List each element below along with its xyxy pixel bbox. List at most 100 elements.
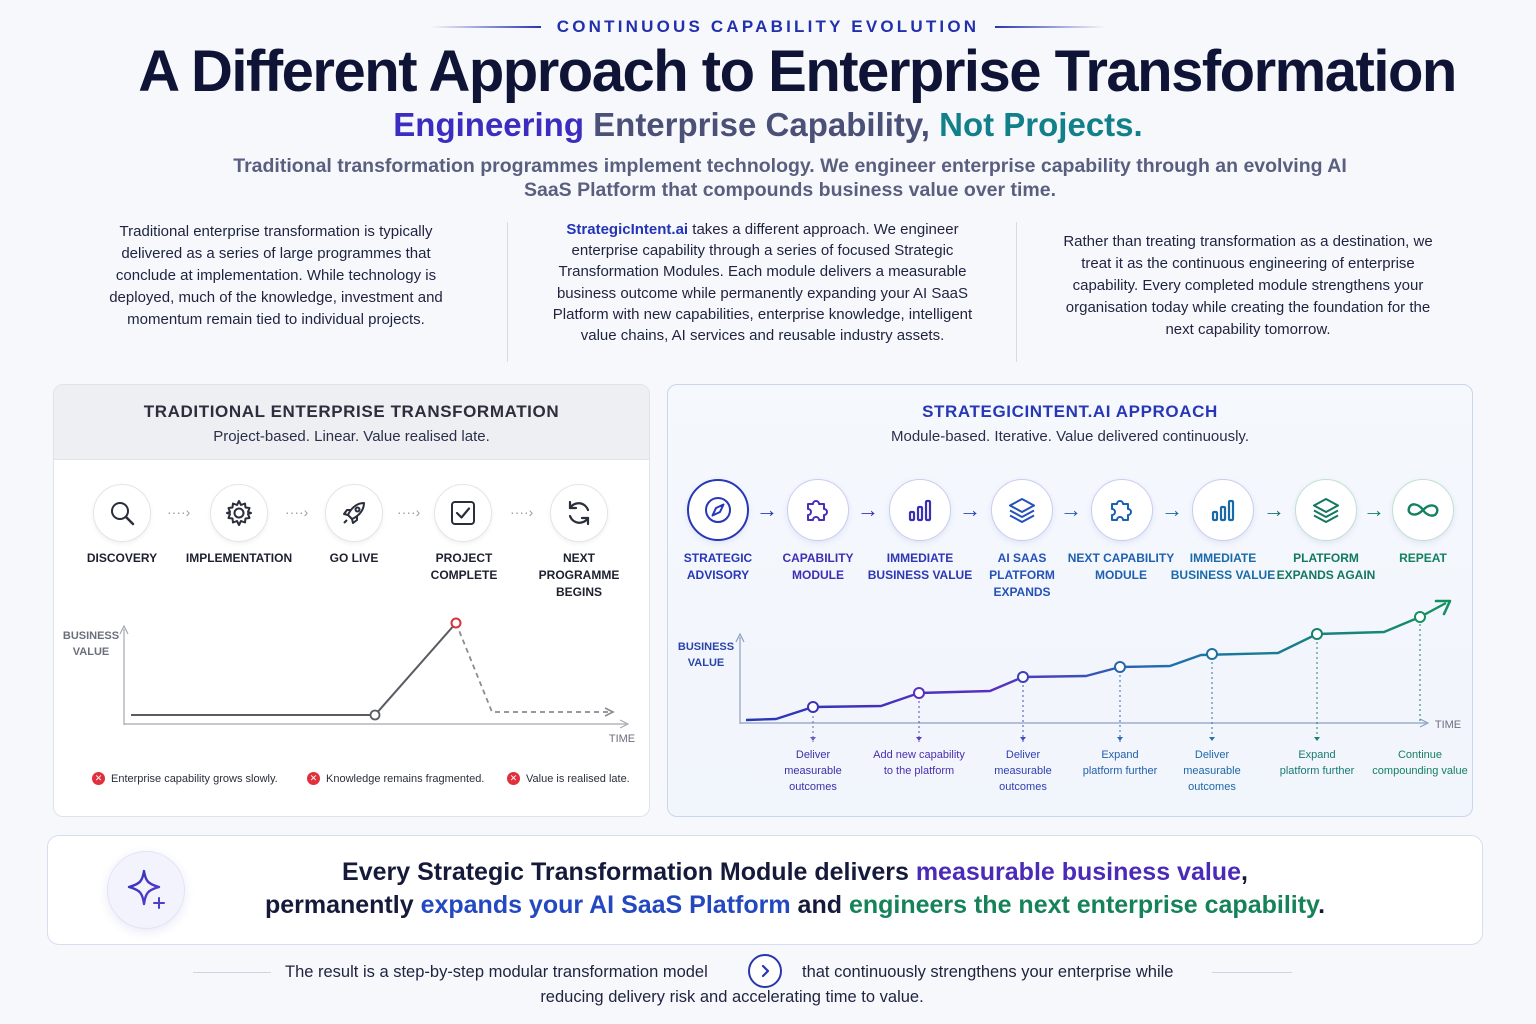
traditional-panel-title: TRADITIONAL ENTERPRISE TRANSFORMATION [143, 402, 560, 421]
step-platform-expands-again: PLATFORM EXPANDS AGAIN [1276, 551, 1376, 582]
intro-column-traditional: Traditional enterprise transformation is… [109, 223, 443, 328]
step-next-programme: NEXT PROGRAMME BEGINS [538, 551, 620, 599]
eyebrow-line-right [995, 26, 1106, 28]
milestone-point [1206, 648, 1218, 660]
drop-marker [1117, 737, 1123, 741]
layers-icon [991, 479, 1053, 541]
traditional-panel-subtitle: Project-based. Linear. Value realised la… [213, 428, 490, 445]
approach-panel-subtitle: Module-based. Iterative. Value delivered… [891, 428, 1249, 445]
subtitle-part-capability: Enterprise Capability, [583, 106, 940, 143]
milestone-point [1414, 611, 1426, 623]
page-title: A Different Approach to Enterprise Trans… [138, 39, 1457, 104]
compass-icon [687, 479, 749, 541]
footer-text-left: The result is a step-by-step modular tra… [285, 963, 708, 981]
issue-item: ✕ Knowledge remains fragmented. [307, 772, 484, 785]
milestone-point [1017, 671, 1029, 683]
column-divider [507, 222, 508, 362]
x-axis-arrow [619, 719, 630, 729]
lead-paragraph: Traditional transformation programmes im… [233, 155, 1347, 201]
arrow-right-icon: → [756, 497, 778, 522]
y-axis-arrow [735, 632, 745, 643]
drop-markers [810, 737, 1320, 741]
value-line [131, 622, 457, 716]
banner-text: . [1318, 891, 1326, 919]
infinity-icon [1392, 479, 1454, 541]
milestone-point [913, 687, 925, 699]
dotted-arrow-icon: ····› [285, 504, 309, 520]
issue-text: Knowledge remains fragmented. [326, 772, 485, 785]
subtitle-part-not-projects: Not Projects. [939, 106, 1143, 143]
approach-panel-title: STRATEGICINTENT.AI APPROACH [922, 402, 1218, 421]
step-next-capability-module: NEXT CAPABILITY MODULE [1067, 551, 1175, 582]
arrow-right-icon: → [1060, 497, 1082, 522]
approach-x-axis-label: TIME [1434, 719, 1462, 731]
step-immediate-business-value: IMMEDIATE BUSINESS VALUE [867, 551, 973, 582]
dotted-arrow-icon: ····› [510, 504, 534, 520]
arrow-right-icon: → [1161, 497, 1183, 522]
growth-line [745, 601, 1447, 722]
checkbox-icon [434, 484, 492, 542]
footer-text-line2: reducing delivery risk and accelerating … [540, 988, 924, 1006]
issue-item: ✕ Value is realised late. [507, 772, 630, 785]
milestone-point [1311, 628, 1323, 640]
column-divider [1016, 222, 1017, 362]
banner-text: , [1241, 858, 1248, 886]
banner-highlight-capability: engineers the next enterprise capability [848, 891, 1319, 919]
banner-highlight-platform: expands your AI SaaS Platform [420, 891, 791, 919]
peak-point [450, 617, 462, 629]
step-immediate-business-value-2: IMMEDIATE BUSINESS VALUE [1170, 551, 1276, 582]
traditional-panel-header [54, 385, 649, 460]
rocket-icon [325, 484, 383, 542]
step-go-live: GO LIVE [329, 551, 379, 565]
step-capability-module: CAPABILITY MODULE [782, 551, 854, 582]
x-axis-arrow [1419, 718, 1430, 728]
milestone-note: Deliver measurable outcomes [784, 749, 842, 793]
refresh-icon [550, 484, 608, 542]
issue-item: ✕ Enterprise capability grows slowly. [92, 772, 278, 785]
traditional-value-chart [119, 617, 630, 729]
growth-arrow-head [1434, 599, 1452, 616]
intro-column-approach-text: takes a different approach. We engineer … [552, 221, 973, 345]
intro-column-continuous: Rather than treating transformation as a… [1063, 233, 1433, 338]
traditional-panel: TRADITIONAL ENTERPRISE TRANSFORMATION Pr… [53, 384, 650, 817]
x-circle-icon: ✕ [307, 772, 320, 785]
footer-text-right: that continuously strengthens your enter… [802, 963, 1174, 981]
approach-panel: STRATEGICINTENT.AI APPROACH Module-based… [667, 384, 1473, 817]
milestone-note: Continue compounding value [1372, 749, 1468, 777]
drop-marker [1314, 737, 1320, 741]
page-subtitle: Engineering Enterprise Capability, Not P… [0, 106, 1536, 144]
traditional-y-axis-label: BUSINESS VALUE [62, 630, 120, 658]
drop-marker [810, 737, 816, 741]
step-platform-expands: AI SAAS PLATFORM EXPANDS [989, 551, 1055, 599]
drop-marker [916, 737, 922, 741]
subtitle-part-engineering: Engineering [393, 106, 584, 143]
value-decline-dashed [455, 622, 611, 713]
milestone-note: Deliver measurable outcomes [994, 749, 1052, 793]
bar-chart-icon [1192, 479, 1254, 541]
puzzle-icon [787, 479, 849, 541]
drop-marker [1020, 737, 1026, 741]
puzzle-icon [1091, 479, 1153, 541]
step-repeat: REPEAT [1399, 551, 1447, 565]
arrow-right-icon: → [959, 497, 981, 522]
drop-marker [1209, 737, 1215, 741]
step-strategic-advisory: STRATEGIC ADVISORY [683, 551, 753, 582]
banner-text: Every Strategic Transformation Module de… [342, 858, 916, 886]
milestone-point [1114, 661, 1126, 673]
step-discovery: DISCOVERY [86, 551, 158, 565]
footer-line-left [193, 972, 271, 973]
footer-line-right [1212, 972, 1292, 973]
milestone-note: Expand platform further [1082, 749, 1158, 777]
step-project-complete: PROJECT COMPLETE [430, 551, 498, 582]
eyebrow: CONTINUOUS CAPABILITY EVOLUTION [0, 17, 1536, 37]
dotted-arrow-icon: ····› [397, 504, 421, 520]
y-axis-arrow [119, 624, 129, 635]
dotted-arrow-icon: ····› [167, 504, 191, 520]
gear-icon [210, 484, 268, 542]
bar-chart-icon [889, 479, 951, 541]
go-live-point [369, 709, 381, 721]
x-circle-icon: ✕ [507, 772, 520, 785]
eyebrow-text: CONTINUOUS CAPABILITY EVOLUTION [556, 17, 980, 36]
banner-highlight-value: measurable business value [915, 858, 1241, 886]
summary-banner [47, 835, 1483, 945]
